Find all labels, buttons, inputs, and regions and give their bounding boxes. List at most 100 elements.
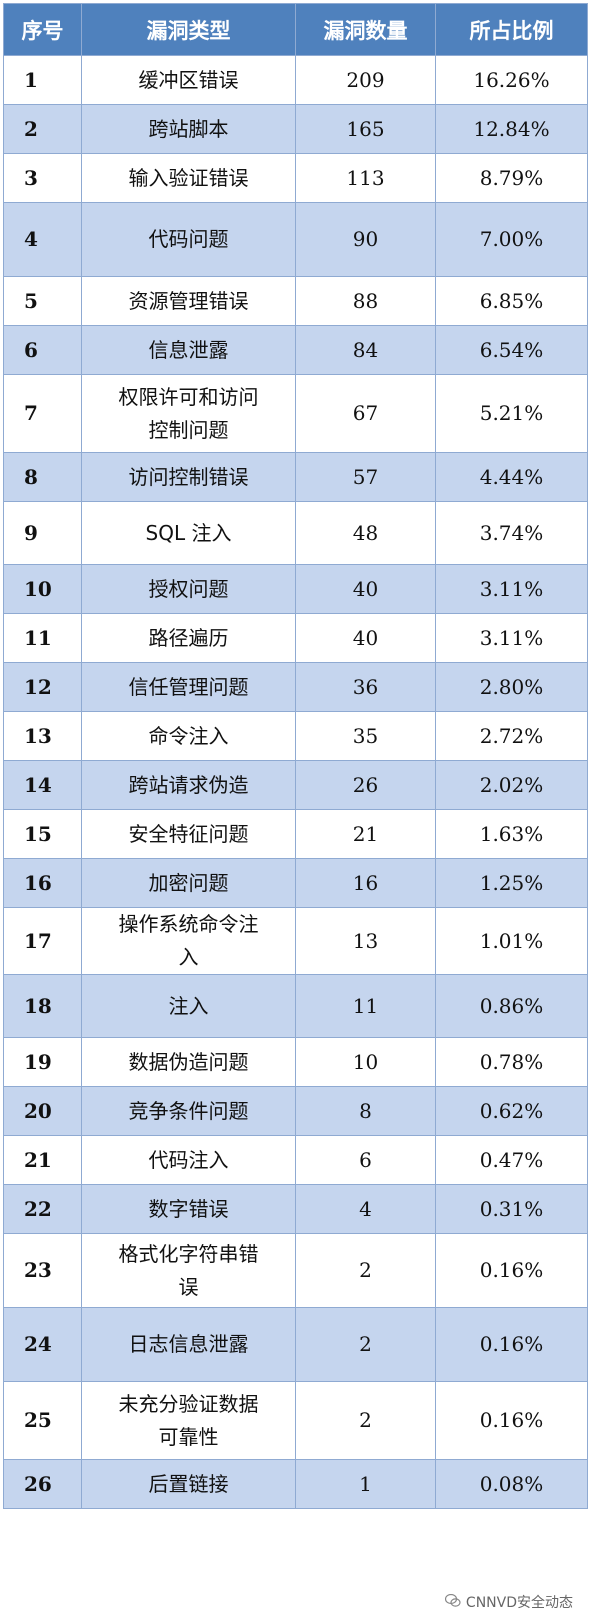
table-row: 17 操作系统命令注入 13 1.01% [3, 907, 588, 975]
cell-id: 15 [3, 809, 82, 859]
table-row: 2 跨站脚本 165 12.84% [3, 104, 588, 154]
table-row: 23 格式化字符串错误 2 0.16% [3, 1233, 588, 1308]
cell-percent: 0.16% [435, 1233, 588, 1308]
table-row: 22 数字错误 4 0.31% [3, 1184, 588, 1234]
header-count: 漏洞数量 [295, 3, 436, 56]
cell-type: 未充分验证数据 可靠性 [81, 1381, 296, 1460]
cell-type: 资源管理错误 [81, 276, 296, 326]
cell-type: 命令注入 [81, 711, 296, 761]
cell-count: 26 [295, 760, 436, 810]
table-row: 4 代码问题 90 7.00% [3, 202, 588, 277]
cell-id: 3 [3, 153, 82, 203]
vulnerability-table: 序号 漏洞类型 漏洞数量 所占比例 1 缓冲区错误 209 16.26% 2 跨站脚本 16… [3, 3, 588, 1509]
cell-id: 6 [3, 325, 82, 375]
cell-type: 授权问题 [81, 564, 296, 614]
cell-count: 88 [295, 276, 436, 326]
cell-type: 权限许可和访问 控制问题 [81, 374, 296, 453]
header-row: 序号 漏洞类型 漏洞数量 所占比例 [3, 3, 588, 56]
cell-percent: 1.25% [435, 858, 588, 908]
header-type: 漏洞类型 [81, 3, 296, 56]
cell-count: 8 [295, 1086, 436, 1136]
cell-count: 113 [295, 153, 436, 203]
cell-percent: 16.26% [435, 55, 588, 105]
cell-count: 16 [295, 858, 436, 908]
table-row: 25 未充分验证数据 可靠性 2 0.16% [3, 1381, 588, 1460]
table-row: 16 加密问题 16 1.25% [3, 858, 588, 908]
cell-type: 安全特征问题 [81, 809, 296, 859]
cell-type: 路径遍历 [81, 613, 296, 663]
cell-id: 7 [3, 374, 82, 453]
cell-id: 13 [3, 711, 82, 761]
cell-percent: 2.02% [435, 760, 588, 810]
cell-id: 5 [3, 276, 82, 326]
cell-type: 输入验证错误 [81, 153, 296, 203]
table-row: 8 访问控制错误 57 4.44% [3, 452, 588, 502]
cell-count: 165 [295, 104, 436, 154]
cell-type: 跨站请求伪造 [81, 760, 296, 810]
cell-count: 40 [295, 613, 436, 663]
cell-count: 209 [295, 55, 436, 105]
table-row: 3 输入验证错误 113 8.79% [3, 153, 588, 203]
cell-type: 信息泄露 [81, 325, 296, 375]
watermark: CNNVD安全动态 [444, 1592, 573, 1612]
cell-percent: 3.11% [435, 564, 588, 614]
cell-type: 日志信息泄露 [81, 1307, 296, 1382]
cell-count: 2 [295, 1233, 436, 1308]
cell-id: 22 [3, 1184, 82, 1234]
cell-count: 57 [295, 452, 436, 502]
cell-id: 16 [3, 858, 82, 908]
cell-id: 10 [3, 564, 82, 614]
table-row: 13 命令注入 35 2.72% [3, 711, 588, 761]
cell-id: 8 [3, 452, 82, 502]
cell-percent: 0.78% [435, 1037, 588, 1087]
table-row: 19 数据伪造问题 10 0.78% [3, 1037, 588, 1087]
table-row: 18 注入 11 0.86% [3, 974, 588, 1038]
table-row: 5 资源管理错误 88 6.85% [3, 276, 588, 326]
cell-percent: 2.72% [435, 711, 588, 761]
cell-type: 加密问题 [81, 858, 296, 908]
table-row: 14 跨站请求伪造 26 2.02% [3, 760, 588, 810]
cell-percent: 5.21% [435, 374, 588, 453]
table-row: 12 信任管理问题 36 2.80% [3, 662, 588, 712]
table-row: 6 信息泄露 84 6.54% [3, 325, 588, 375]
cell-count: 10 [295, 1037, 436, 1087]
table-row: 26 后置链接 1 0.08% [3, 1459, 588, 1509]
cell-type: 注入 [81, 974, 296, 1038]
cell-id: 21 [3, 1135, 82, 1185]
cell-percent: 0.08% [435, 1459, 588, 1509]
cell-count: 36 [295, 662, 436, 712]
cell-type: 跨站脚本 [81, 104, 296, 154]
cell-percent: 6.54% [435, 325, 588, 375]
cell-id: 24 [3, 1307, 82, 1382]
cell-count: 2 [295, 1381, 436, 1460]
table-row: 9 SQL 注入 48 3.74% [3, 501, 588, 565]
cell-count: 35 [295, 711, 436, 761]
cell-type: SQL 注入 [81, 501, 296, 565]
cell-type: 操作系统命令注入 [81, 907, 296, 975]
cell-percent: 3.74% [435, 501, 588, 565]
cell-id: 1 [3, 55, 82, 105]
cell-count: 48 [295, 501, 436, 565]
table-row: 7 权限许可和访问 控制问题 67 5.21% [3, 374, 588, 453]
cell-id: 2 [3, 104, 82, 154]
cell-id: 17 [3, 907, 82, 975]
cell-count: 67 [295, 374, 436, 453]
cell-id: 23 [3, 1233, 82, 1308]
cell-percent: 0.16% [435, 1381, 588, 1460]
cell-id: 9 [3, 501, 82, 565]
cell-percent: 3.11% [435, 613, 588, 663]
cell-percent: 7.00% [435, 202, 588, 277]
cell-count: 40 [295, 564, 436, 614]
cell-percent: 4.44% [435, 452, 588, 502]
cell-id: 11 [3, 613, 82, 663]
cell-percent: 2.80% [435, 662, 588, 712]
table-row: 11 路径遍历 40 3.11% [3, 613, 588, 663]
cell-percent: 12.84% [435, 104, 588, 154]
cell-count: 2 [295, 1307, 436, 1382]
cell-type: 访问控制错误 [81, 452, 296, 502]
cell-percent: 0.86% [435, 974, 588, 1038]
cell-percent: 8.79% [435, 153, 588, 203]
cell-count: 4 [295, 1184, 436, 1234]
cell-type: 信任管理问题 [81, 662, 296, 712]
cell-count: 1 [295, 1459, 436, 1509]
